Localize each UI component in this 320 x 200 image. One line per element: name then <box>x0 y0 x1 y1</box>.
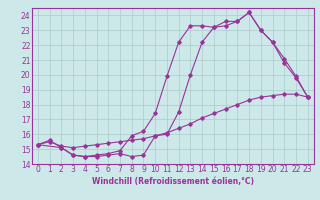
X-axis label: Windchill (Refroidissement éolien,°C): Windchill (Refroidissement éolien,°C) <box>92 177 254 186</box>
